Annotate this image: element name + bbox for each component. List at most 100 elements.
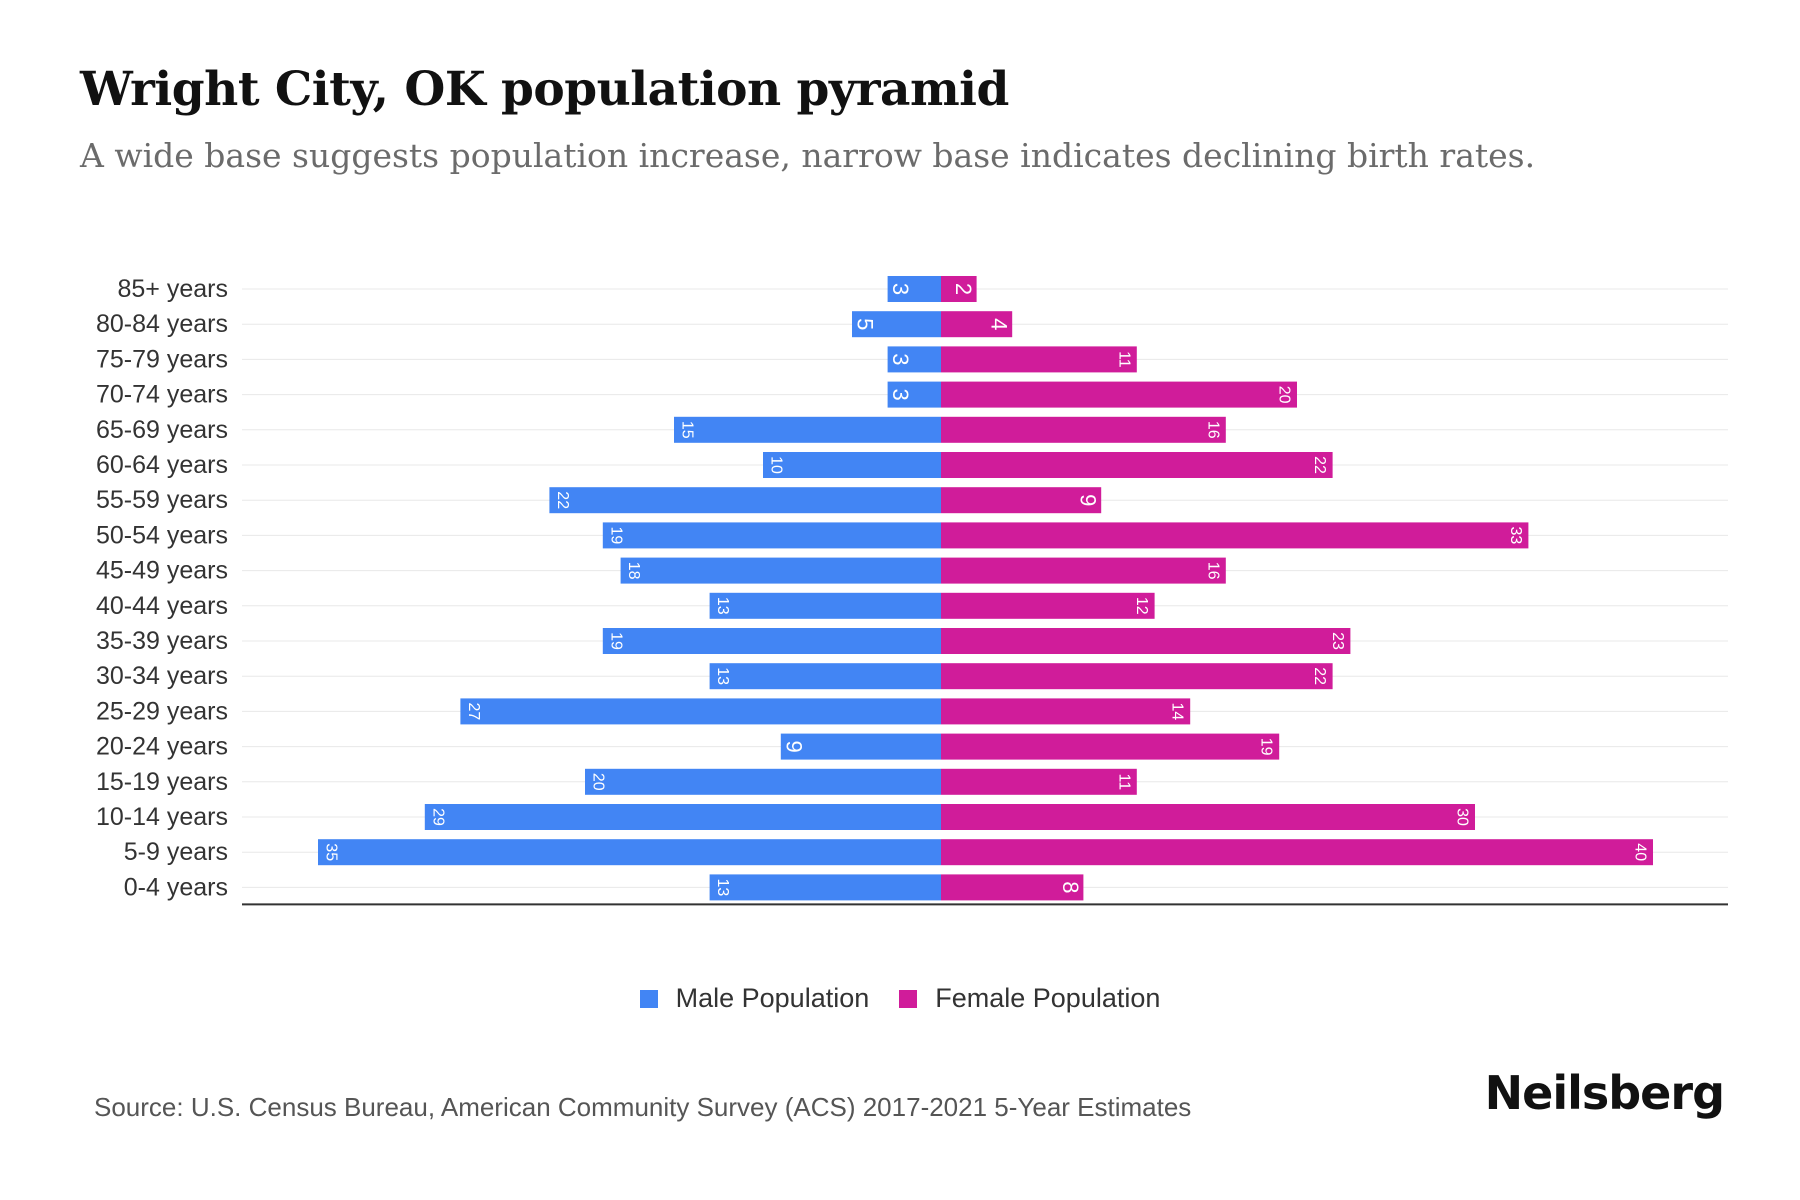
bar-female: [941, 276, 977, 302]
data-label-female: 2: [951, 283, 976, 295]
bar-male: [852, 311, 941, 338]
bar-male: [460, 698, 941, 725]
data-label-male: 9: [781, 740, 806, 752]
data-label-female: 16: [1204, 562, 1221, 580]
data-label-female: 4: [987, 318, 1012, 330]
legend: Male Population Female Population: [0, 983, 1800, 1014]
source-note: Source: U.S. Census Bureau, American Com…: [94, 1092, 1192, 1122]
bar-female: [941, 874, 1084, 901]
data-label-male: 3: [888, 283, 913, 295]
data-label-male: 18: [625, 562, 642, 580]
bar-male: [318, 839, 941, 866]
category-label: 75-79 years: [96, 345, 228, 373]
data-label-male: 5: [853, 318, 878, 330]
bar-male: [549, 487, 941, 514]
bar-female: [941, 733, 1280, 760]
category-label: 50-54 years: [96, 521, 228, 549]
data-label-female: 40: [1632, 843, 1649, 861]
bar-male: [709, 663, 941, 690]
legend-swatch-male: [639, 989, 658, 1008]
chart-title: Wright City, OK population pyramid: [80, 62, 1009, 117]
category-label: 65-69 years: [96, 416, 228, 444]
bar-male: [709, 874, 941, 901]
bar-female: [941, 346, 1137, 373]
data-label-female: 30: [1454, 808, 1471, 826]
category-label: 60-64 years: [96, 451, 228, 479]
data-label-male: 3: [888, 353, 913, 365]
bar-female: [941, 311, 1013, 338]
category-label: 30-34 years: [96, 662, 228, 690]
data-label-male: 13: [714, 667, 731, 685]
bar-male: [602, 522, 941, 549]
data-label-male: 13: [714, 597, 731, 615]
category-label: 85+ years: [118, 275, 229, 303]
data-label-female: 22: [1311, 456, 1328, 474]
data-label-male: 35: [323, 843, 340, 861]
bar-female: [941, 663, 1333, 690]
data-label-female: 19: [1258, 738, 1275, 756]
bar-male: [887, 346, 941, 373]
bar-female: [941, 487, 1102, 514]
bar-female: [941, 452, 1333, 478]
brand-logo: Neilsberg: [1484, 1066, 1725, 1120]
bar-male: [424, 804, 941, 830]
data-label-male: 10: [768, 456, 785, 474]
data-label-male: 15: [679, 421, 696, 439]
category-label: 15-19 years: [96, 768, 228, 796]
data-label-male: 3: [888, 388, 913, 400]
category-labels: 85+ years 80-84 years 75-79 years 70-74 yea…: [96, 275, 228, 901]
bar-male: [620, 557, 941, 584]
bar-female: [941, 557, 1226, 584]
bar-male: [602, 628, 941, 654]
category-label: 35-39 years: [96, 627, 228, 655]
data-label-male: 19: [607, 527, 624, 545]
data-label-female: 11: [1115, 351, 1132, 368]
chart-subtitle: A wide base suggests population increase…: [80, 136, 1536, 175]
bars: 3 2 5 4 3 11 3 20 15 16 10 22 22 9 19 33 18 16 13 12 19 23 13 2…: [318, 276, 1653, 901]
bar-female: [941, 522, 1529, 549]
category-label: 80-84 years: [96, 310, 228, 338]
data-label-male: 27: [465, 703, 482, 721]
bar-female: [941, 839, 1653, 866]
bar-male: [887, 381, 941, 408]
data-label-female: 11: [1115, 773, 1132, 790]
bar-female: [941, 592, 1155, 619]
bar-female: [941, 381, 1297, 408]
bar-male: [709, 592, 941, 619]
category-label: 20-24 years: [96, 733, 228, 761]
data-label-female: 16: [1204, 421, 1221, 439]
data-label-male: 19: [607, 632, 624, 650]
category-label: 25-29 years: [96, 697, 228, 725]
population-pyramid-chart: 3 2 5 4 3 11 3 20 15 16 10 22 22 9 19 33 18 16 13 12 19 23 13 2…: [96, 275, 1728, 906]
category-label: 0-4 years: [124, 873, 228, 901]
data-label-female: 22: [1311, 667, 1328, 685]
grid-lines: [242, 288, 1728, 888]
bar-female: [941, 698, 1191, 725]
category-label: 40-44 years: [96, 592, 228, 620]
category-label: 10-14 years: [96, 803, 228, 831]
data-label-female: 9: [1076, 494, 1101, 506]
bar-male: [674, 416, 941, 443]
legend-item-female: Female Population: [899, 983, 1160, 1014]
data-label-female: 12: [1133, 597, 1150, 615]
bar-female: [941, 628, 1351, 654]
legend-label-male: Male Population: [675, 983, 870, 1013]
bar-female: [941, 804, 1475, 830]
data-label-female: 33: [1507, 527, 1524, 545]
bar-male: [585, 768, 941, 795]
category-label: 55-59 years: [96, 486, 228, 514]
category-label: 45-49 years: [96, 557, 228, 585]
data-label-female: 8: [1058, 881, 1083, 893]
bar-male: [763, 452, 941, 478]
category-label: 5-9 years: [124, 838, 228, 866]
data-label-male: 22: [554, 491, 571, 509]
data-label-male: 20: [590, 773, 607, 791]
bar-male: [780, 733, 941, 760]
bar-female: [941, 416, 1226, 443]
legend-label-female: Female Population: [935, 983, 1161, 1013]
bar-male: [887, 276, 941, 302]
legend-swatch-female: [899, 989, 918, 1008]
bar-female: [941, 768, 1137, 795]
data-label-female: 14: [1169, 703, 1186, 721]
data-label-male: 13: [714, 879, 731, 897]
